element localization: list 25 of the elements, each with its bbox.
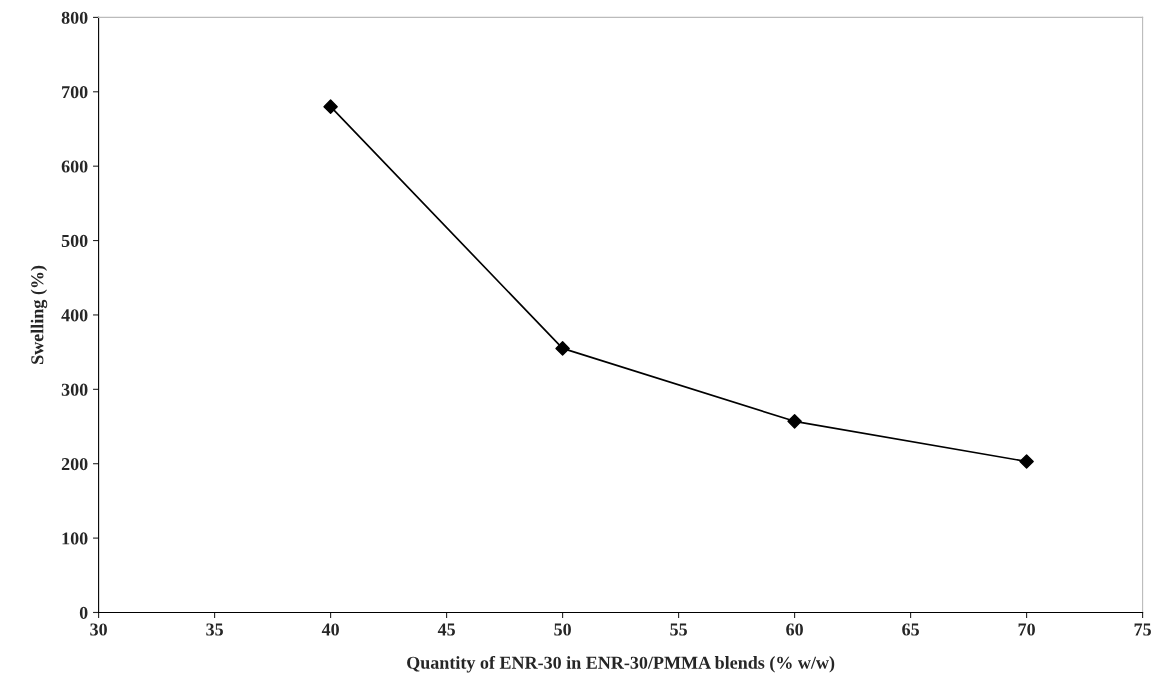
y-tick-label: 500 bbox=[61, 234, 88, 247]
y-tick-label: 600 bbox=[61, 160, 88, 173]
x-tick-label: 60 bbox=[786, 623, 803, 636]
x-tick-label: 65 bbox=[902, 623, 919, 636]
y-tick-label: 800 bbox=[61, 11, 88, 24]
x-tick-label: 30 bbox=[90, 623, 107, 636]
y-axis-title: Swelling (%) bbox=[30, 265, 48, 364]
y-tick-label: 0 bbox=[79, 606, 88, 619]
y-tick-label: 300 bbox=[61, 383, 88, 396]
x-tick-label: 45 bbox=[437, 623, 455, 636]
y-tick-label: 700 bbox=[62, 86, 88, 99]
point bbox=[555, 341, 570, 356]
y-tick-label: 400 bbox=[61, 309, 88, 322]
x-axis-title: Quantity of ENR-30 in ENR-30/PMMA blends (% w/w) bbox=[407, 655, 835, 673]
x-tick-label: 35 bbox=[206, 623, 223, 636]
point bbox=[787, 414, 802, 429]
x-tick-label: 55 bbox=[670, 623, 687, 636]
y-tick-label: 100 bbox=[62, 532, 88, 545]
point bbox=[1019, 454, 1034, 469]
x-tick-label: 40 bbox=[321, 623, 339, 636]
x-tick-label: 70 bbox=[1018, 623, 1035, 636]
x-tick-label: 75 bbox=[1134, 623, 1151, 636]
point bbox=[323, 99, 338, 114]
y-tick-label: 200 bbox=[61, 457, 88, 471]
x-tick-label: 50 bbox=[554, 623, 571, 636]
